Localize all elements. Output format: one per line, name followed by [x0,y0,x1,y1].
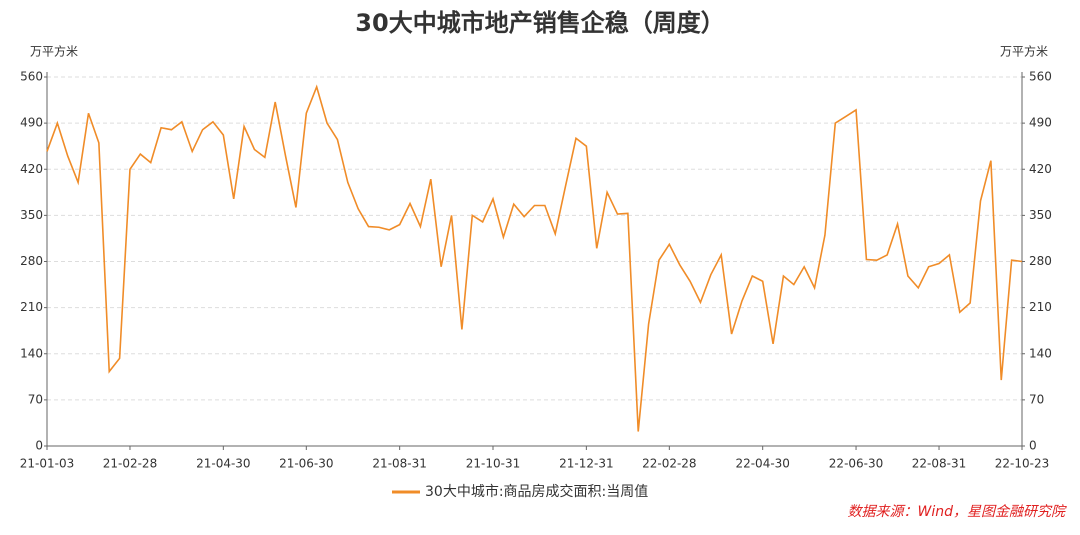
x-tick-label: 22-10-23 [995,457,1049,471]
x-tick-label: 21-08-31 [372,457,426,471]
chart-title: 30大中城市地产销售企稳（周度） [355,9,724,37]
x-tick-label: 21-02-28 [103,457,157,471]
y-tick-label: 0 [35,439,43,453]
y2-tick-label: 280 [1029,254,1052,268]
source-note: 数据来源：Wind，星图金融研究院 [848,504,1067,520]
y2-tick-label: 70 [1029,392,1044,406]
y-axis-label: 万平方米 [30,44,78,59]
y-tick-label: 70 [28,392,43,406]
y-tick-label: 490 [20,116,43,130]
y2-tick-label: 210 [1029,300,1052,314]
y-tick-label: 210 [20,300,43,314]
y2-tick-label: 560 [1029,70,1052,84]
y-tick-label: 420 [20,162,43,176]
x-tick-label: 21-10-31 [466,457,520,471]
y2-tick-label: 140 [1029,346,1052,360]
y2-tick-label: 350 [1029,208,1052,222]
y-tick-label: 560 [20,70,43,84]
x-tick-label: 21-04-30 [196,457,250,471]
x-tick-label: 21-01-03 [20,457,74,471]
legend-label: 30大中城市:商品房成交面积:当周值 [425,483,648,500]
y2-axis-label: 万平方米 [1000,44,1048,59]
x-tick-label: 22-08-31 [912,457,966,471]
x-tick-label: 22-02-28 [642,457,696,471]
x-tick-label: 22-06-30 [829,457,883,471]
y-tick-label: 140 [20,346,43,360]
y2-tick-label: 0 [1029,439,1037,453]
x-tick-label: 21-06-30 [279,457,333,471]
x-tick-label: 22-04-30 [735,457,789,471]
x-tick-label: 21-12-31 [559,457,613,471]
data-line [46,84,1023,432]
y-tick-label: 280 [20,254,43,268]
y-tick-label: 350 [20,208,43,222]
y2-tick-label: 420 [1029,162,1052,176]
y2-tick-label: 490 [1029,116,1052,130]
